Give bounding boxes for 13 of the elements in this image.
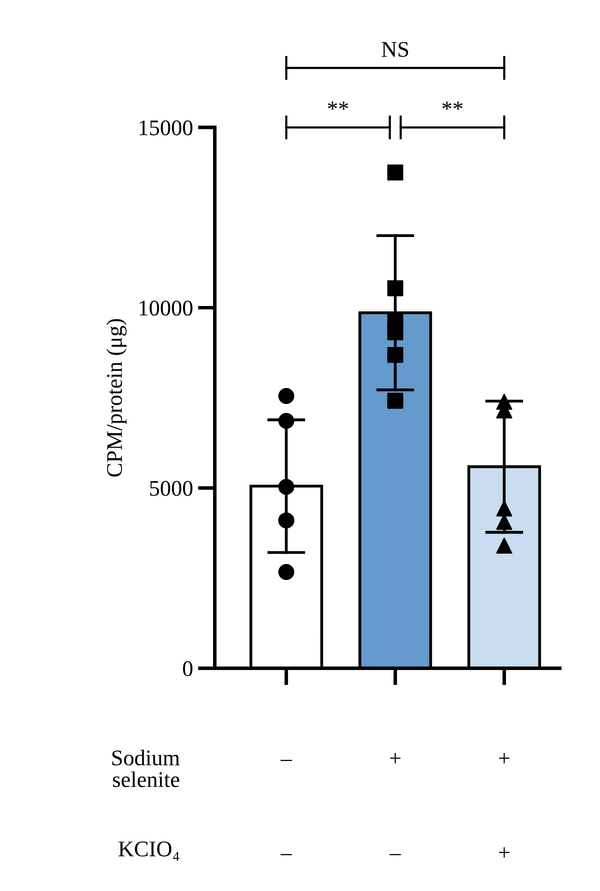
y-tick-label: 10000 (140, 300, 192, 316)
text: ** (442, 102, 463, 110)
text: Sodium selenite (112, 750, 180, 788)
category-label: – – (280, 760, 292, 856)
text: KCIO₄ (118, 842, 180, 861)
category-label: + + (499, 753, 510, 858)
text: NS (382, 42, 408, 57)
category-label: + – (390, 753, 401, 856)
y-tick-label: 5000 (150, 480, 192, 496)
y-tick-label: 0 (183, 661, 192, 676)
y-tick-label: 15000 (140, 120, 192, 136)
text: ** (328, 102, 348, 110)
y-axis-title: CPM/protein (μg) (106, 319, 127, 477)
